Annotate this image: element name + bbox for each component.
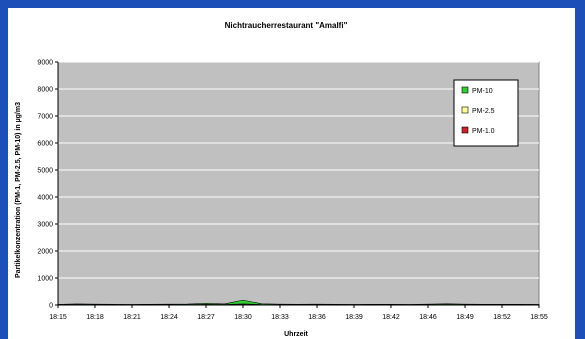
chart-title: Nichtraucherrestaurant "Amalfi" xyxy=(225,21,348,30)
x-tick-label: 18:52 xyxy=(493,314,511,321)
y-tick-label: 6000 xyxy=(37,141,53,148)
x-tick-label: 18:30 xyxy=(234,314,252,321)
y-tick-label: 8000 xyxy=(37,87,53,94)
x-axis-label: Uhrzeit xyxy=(284,331,308,338)
legend-swatch xyxy=(461,106,469,114)
legend: PM-10 PM-2.5 PM-1.0 xyxy=(453,79,519,147)
legend-item-pm1: PM-1.0 xyxy=(461,126,495,135)
y-tick-label: 9000 xyxy=(37,60,53,67)
legend-label: PM-1.0 xyxy=(472,128,495,135)
legend-item-pm10: PM-10 xyxy=(461,86,493,95)
legend-swatch xyxy=(461,126,469,134)
series-pm1-area xyxy=(57,304,540,306)
x-tick-label: 18:33 xyxy=(271,314,289,321)
legend-item-pm25: PM-2.5 xyxy=(461,106,495,115)
x-tick-label: 18:36 xyxy=(308,314,326,321)
legend-label: PM-10 xyxy=(472,88,493,95)
x-tick-label: 18:24 xyxy=(160,314,178,321)
y-tick-label: 1000 xyxy=(37,276,53,283)
particle-concentration-chart: Nichtraucherrestaurant "Amalfi" 0 1000 200… xyxy=(15,21,548,338)
y-tick-label: 4000 xyxy=(37,195,53,202)
x-tick-label: 18:15 xyxy=(49,314,67,321)
x-tick-label: 18:42 xyxy=(382,314,400,321)
x-tick-label: 18:55 xyxy=(530,314,548,321)
chart-frame: Nichtraucherrestaurant "Amalfi" 0 1000 200… xyxy=(8,8,575,339)
y-tick-label: 5000 xyxy=(37,168,53,175)
y-tick-label: 2000 xyxy=(37,249,53,256)
x-tick-label: 18:18 xyxy=(86,314,104,321)
x-tick-label: 18:21 xyxy=(123,314,141,321)
legend-swatch xyxy=(461,86,469,94)
x-tick-label: 18:27 xyxy=(197,314,215,321)
x-tick-label: 18:46 xyxy=(419,314,437,321)
x-tick-label: 18:39 xyxy=(345,314,363,321)
y-tick-label: 3000 xyxy=(37,222,53,229)
y-axis-label: Partikelkonzentration (PM-1, PM-2.5, PM-… xyxy=(15,102,22,278)
y-tick-label: 7000 xyxy=(37,114,53,121)
x-tick-label: 18:49 xyxy=(456,314,474,321)
legend-label: PM-2.5 xyxy=(472,108,495,115)
y-tick-label: 0 xyxy=(49,303,53,310)
